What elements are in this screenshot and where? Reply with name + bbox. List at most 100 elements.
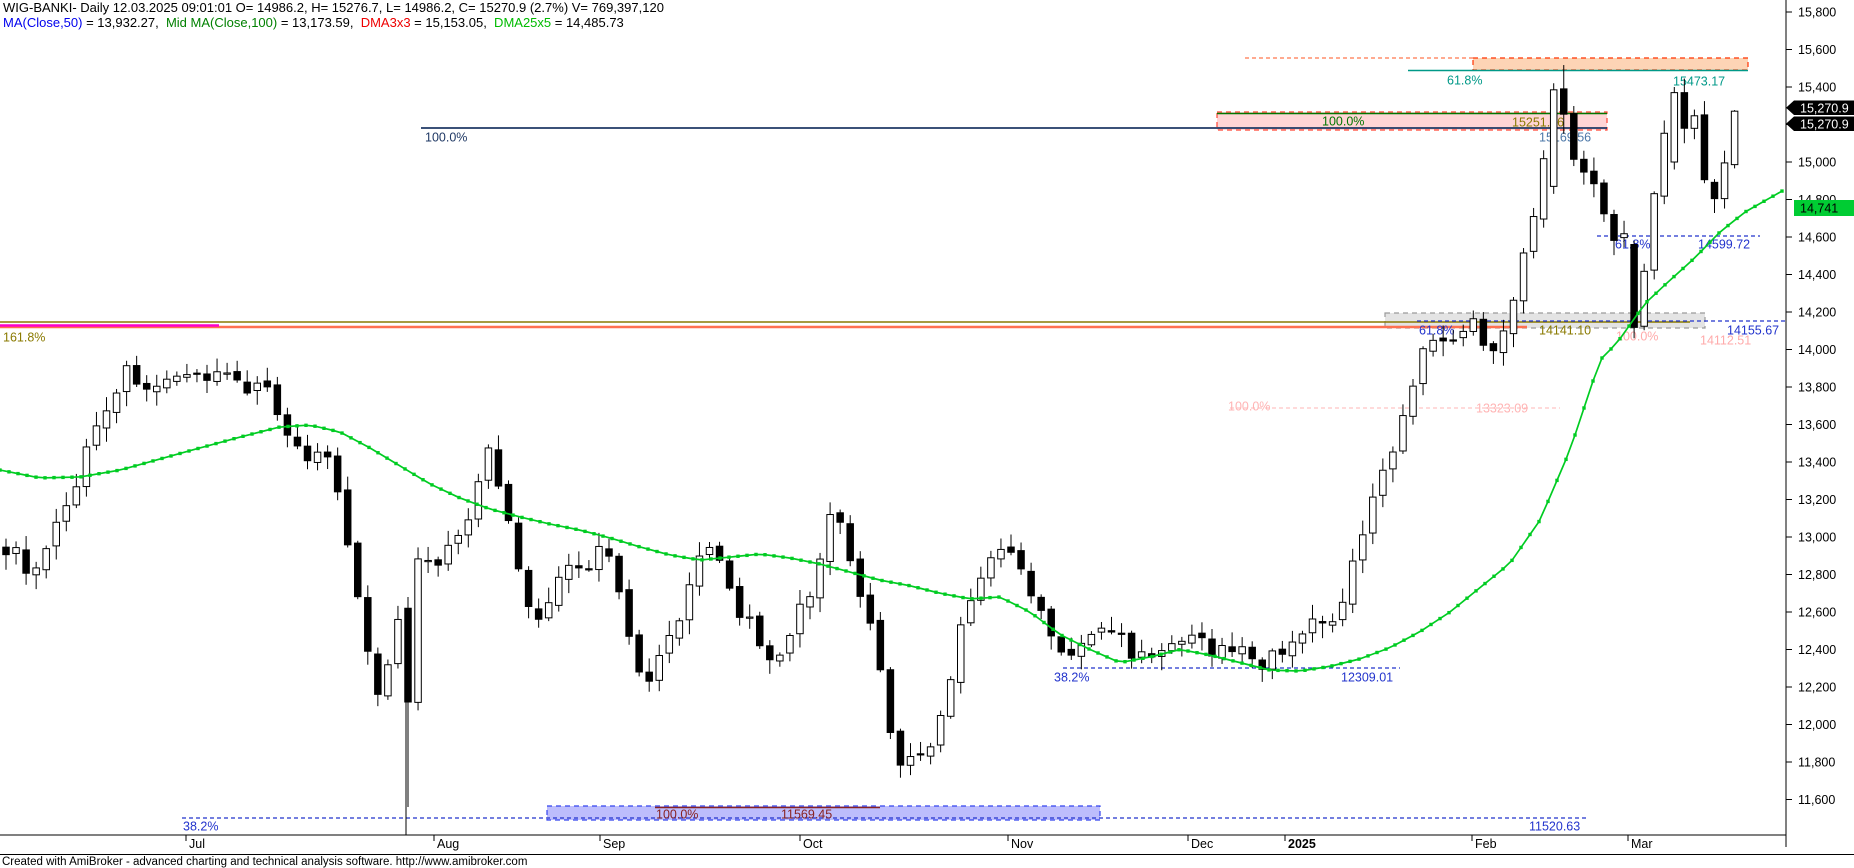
candle-up bbox=[394, 618, 402, 665]
ma-marker bbox=[16, 471, 20, 476]
candle-up bbox=[1369, 496, 1377, 534]
ma-marker bbox=[1663, 283, 1667, 287]
candle-down bbox=[303, 445, 312, 462]
candle-up bbox=[102, 410, 111, 429]
price-marker-box bbox=[1794, 200, 1854, 216]
fib-level-label: 14141.10 bbox=[1539, 324, 1591, 338]
candle-up bbox=[1519, 252, 1528, 302]
ma-marker bbox=[1231, 659, 1235, 663]
candle-down bbox=[1208, 638, 1216, 657]
ma-marker bbox=[1546, 499, 1550, 504]
price-tick-label: 13,000 bbox=[1798, 531, 1836, 545]
candle-down bbox=[1600, 182, 1608, 215]
chart-indicator-values: MA(Close,50) = 13,932.27, Mid MA(Close,1… bbox=[3, 15, 664, 30]
candle-down bbox=[575, 565, 583, 569]
candle-down bbox=[243, 381, 251, 394]
ma-marker bbox=[898, 582, 902, 586]
ma-marker bbox=[610, 536, 614, 541]
indicator-name: MA(Close,50) bbox=[3, 15, 83, 30]
ma-marker bbox=[151, 459, 155, 463]
candle-up bbox=[1539, 158, 1548, 220]
ma-marker bbox=[1105, 655, 1109, 659]
fib-retracement-band bbox=[1216, 111, 1608, 131]
price-tick-label: 14,400 bbox=[1798, 268, 1836, 282]
date-tick-label: Nov bbox=[1011, 837, 1034, 851]
candle-up bbox=[1097, 627, 1106, 633]
candle-down bbox=[534, 608, 543, 620]
date-tick-label: Aug bbox=[437, 837, 459, 851]
ma-marker bbox=[682, 555, 686, 560]
ma-marker bbox=[970, 597, 974, 601]
price-tick-label: 13,800 bbox=[1798, 381, 1836, 395]
candle-up bbox=[926, 746, 935, 757]
candle-up bbox=[42, 548, 50, 571]
candle-up bbox=[1429, 339, 1437, 352]
candle-down bbox=[856, 558, 864, 597]
ma-marker bbox=[664, 552, 668, 556]
ma-marker bbox=[1042, 620, 1046, 625]
ma-marker bbox=[1312, 667, 1316, 671]
candle-down bbox=[343, 489, 352, 546]
ma-marker bbox=[1195, 650, 1199, 655]
ma-marker bbox=[907, 583, 911, 588]
ma-marker bbox=[853, 571, 857, 576]
ma-marker bbox=[880, 578, 884, 583]
ma-marker bbox=[484, 505, 488, 510]
candle-up bbox=[1338, 601, 1347, 621]
price-tick-label: 11,800 bbox=[1798, 756, 1835, 770]
ma-marker bbox=[277, 425, 281, 429]
ma-marker bbox=[1564, 457, 1568, 462]
ma-marker bbox=[1510, 558, 1514, 563]
ma-marker bbox=[1114, 659, 1118, 663]
ma-marker bbox=[466, 499, 470, 503]
candle-up bbox=[786, 634, 794, 654]
ma-marker bbox=[187, 449, 191, 453]
ma-marker bbox=[1726, 223, 1730, 228]
ma-marker bbox=[1303, 668, 1307, 672]
ma-marker bbox=[313, 424, 317, 428]
ma-marker bbox=[826, 564, 830, 568]
ma-marker bbox=[844, 569, 848, 573]
ma-marker bbox=[1294, 669, 1298, 673]
candle-down bbox=[193, 372, 201, 375]
ma-marker bbox=[1447, 610, 1451, 615]
candle-up bbox=[62, 505, 71, 522]
candle-down bbox=[1258, 659, 1266, 670]
price-tick-label: 13,600 bbox=[1798, 418, 1836, 432]
candle-up bbox=[675, 620, 684, 639]
candle-up bbox=[112, 392, 121, 413]
ma-marker bbox=[52, 475, 56, 480]
candle-down bbox=[1590, 170, 1598, 185]
price-tick-label: 13,200 bbox=[1798, 493, 1836, 507]
candle-up bbox=[1379, 469, 1387, 496]
candle-up bbox=[685, 584, 694, 621]
ma-marker bbox=[1582, 406, 1586, 410]
ma-marker bbox=[439, 487, 443, 491]
ma-marker bbox=[331, 428, 335, 433]
candle-down bbox=[876, 619, 885, 671]
candle-down bbox=[896, 730, 905, 766]
ma-marker bbox=[790, 556, 794, 561]
ma-marker bbox=[835, 566, 839, 571]
ma-marker bbox=[1636, 311, 1640, 316]
ma-marker bbox=[142, 461, 146, 466]
candle-down bbox=[725, 560, 734, 589]
candle-up bbox=[776, 654, 784, 662]
candle-up bbox=[544, 602, 553, 619]
ma-marker bbox=[7, 470, 11, 474]
candle-up bbox=[183, 374, 191, 378]
ma-marker bbox=[304, 423, 308, 428]
ma-marker bbox=[322, 426, 326, 430]
indicator-value: = 14,485.73 bbox=[551, 15, 624, 30]
candle-down bbox=[22, 549, 30, 574]
date-tick-label: Dec bbox=[1191, 837, 1213, 851]
fib-level-label: 100.0% bbox=[1322, 115, 1364, 129]
candle-up bbox=[745, 616, 754, 619]
ma-marker bbox=[1555, 478, 1559, 483]
ma-marker bbox=[1420, 628, 1424, 633]
candle-up bbox=[1168, 643, 1176, 652]
fib-level-label: 11569.45 bbox=[781, 808, 832, 822]
chart-title-ohlc: WIG-BANKI- Daily 12.03.2025 09:01:01 O= … bbox=[3, 0, 664, 15]
candle-up bbox=[163, 378, 171, 389]
